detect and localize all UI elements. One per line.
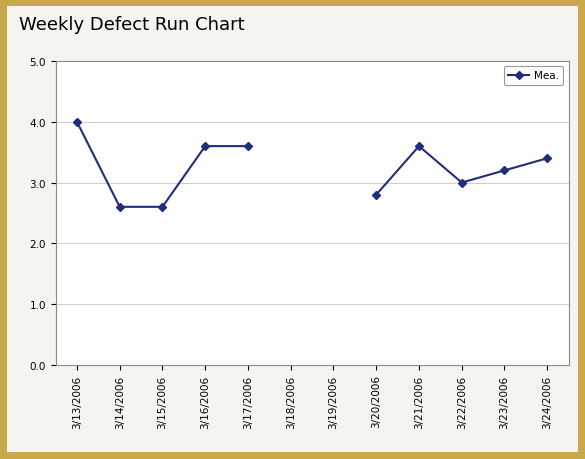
Legend: Mea.: Mea. <box>504 67 563 85</box>
Mea. <box>202 144 209 150</box>
Text: Weekly Defect Run Chart: Weekly Defect Run Chart <box>19 16 245 34</box>
Mea. <box>245 144 252 150</box>
Line: Mea.: Mea. <box>74 120 251 210</box>
Mea. <box>159 205 166 210</box>
Mea. <box>74 120 81 125</box>
Mea. <box>116 205 123 210</box>
